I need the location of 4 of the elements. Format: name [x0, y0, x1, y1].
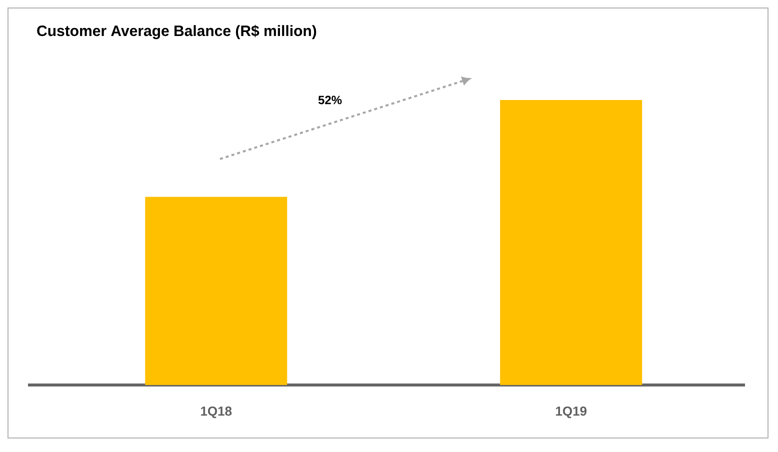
x-tick-label: 1Q18 — [201, 406, 232, 418]
x-tick-label: 1Q19 — [556, 406, 586, 418]
annotation: 52% — [318, 96, 342, 104]
chart-title: Customer Average Balance (R$ million) — [37, 24, 316, 40]
